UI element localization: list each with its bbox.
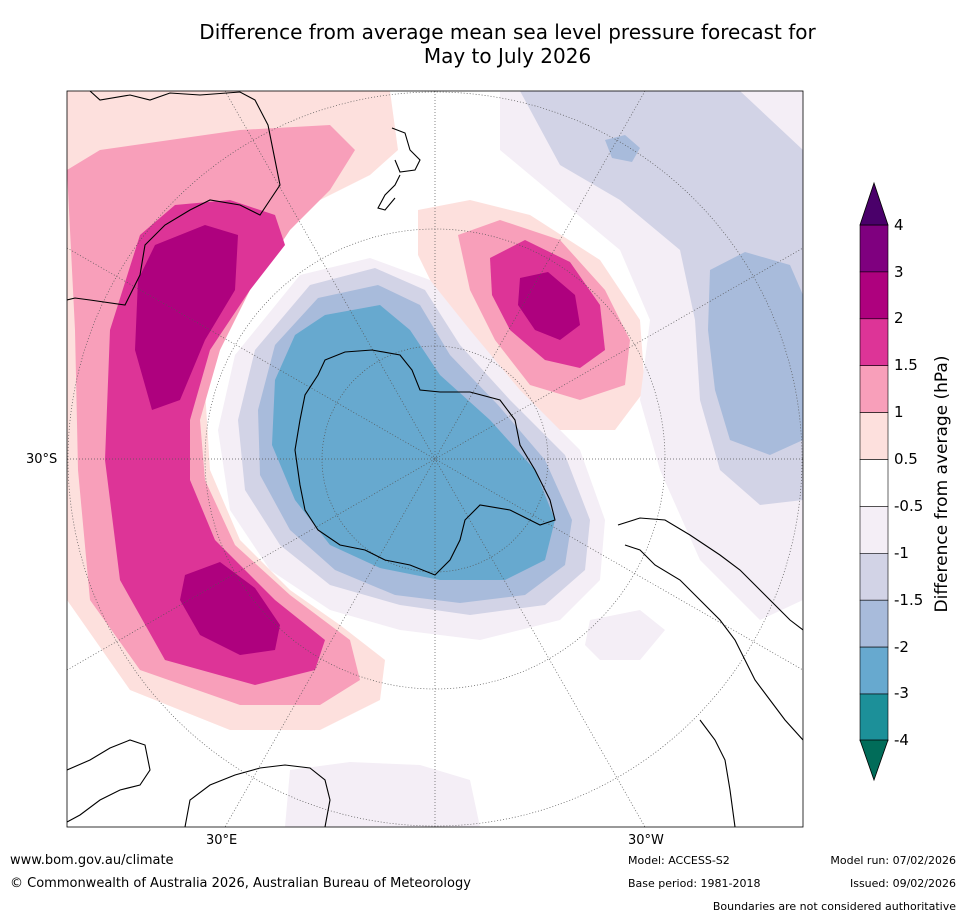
negative-anomaly-east <box>285 91 803 827</box>
colorbar-min-arrow <box>859 739 889 782</box>
title-line-2: May to July 2026 <box>423 44 592 68</box>
cbar-tick: -0.5 <box>894 497 924 515</box>
africa-coastline <box>67 739 331 827</box>
cbar-tick: -1 <box>894 544 909 562</box>
cbar-tick: 1 <box>894 403 904 421</box>
colorbar-segments <box>859 224 889 742</box>
cbar-tick: 0.5 <box>894 450 918 468</box>
colorbar-segment <box>859 459 889 507</box>
colorbar-segment <box>859 271 889 320</box>
colorbar-title: Difference from average (hPa) <box>932 355 952 613</box>
lon-label-30w: 30°W <box>628 833 664 848</box>
graticule <box>67 91 803 827</box>
colorbar-max-arrow <box>859 181 889 226</box>
cbar-tick: 3 <box>894 263 904 281</box>
colorbar-segment <box>859 599 889 648</box>
map-frame <box>66 90 804 828</box>
colorbar <box>859 181 889 782</box>
footer-base-period: Base period: 1981-2018 <box>628 877 761 890</box>
cbar-tick: 4 <box>894 216 904 234</box>
south-america-coastline <box>617 517 803 827</box>
footer-url[interactable]: www.bom.gov.au/climate <box>10 853 174 868</box>
cbar-tick: -4 <box>894 731 909 749</box>
cbar-tick: -3 <box>894 684 909 702</box>
coastlines <box>67 91 803 827</box>
map-area <box>67 91 803 827</box>
colorbar-segment <box>859 224 889 273</box>
negative-anomaly-antarctic <box>218 258 605 640</box>
colorbar-segment <box>859 646 889 695</box>
colorbar-segment <box>859 365 889 413</box>
colorbar-segment <box>859 552 889 601</box>
positive-anomaly-pacific <box>418 200 645 430</box>
footer-issued: Issued: 09/02/2026 <box>849 877 956 890</box>
cbar-tick: -2 <box>894 638 909 656</box>
lat-label-30s: 30°S <box>26 452 58 467</box>
colorbar-segment <box>859 318 889 366</box>
chart-title: Difference from average mean sea level p… <box>0 20 965 68</box>
new-zealand-coastline <box>377 127 421 211</box>
cbar-tick: -1.5 <box>894 591 924 609</box>
cbar-tick: 2 <box>894 309 904 327</box>
title-line-1: Difference from average mean sea level p… <box>199 20 816 44</box>
positive-anomaly-band-west <box>67 91 398 730</box>
cbar-tick: 1.5 <box>894 356 918 374</box>
lon-label-30e: 30°E <box>206 833 238 848</box>
colorbar-segment <box>859 412 889 460</box>
colorbar-segment <box>859 693 889 742</box>
australia-coastline <box>67 91 281 306</box>
footer-model: Model: ACCESS-S2 <box>628 854 730 867</box>
footer-model-run: Model run: 07/02/2026 <box>830 854 956 867</box>
footer-copyright: © Commonwealth of Australia 2026, Austra… <box>10 876 471 891</box>
antarctica-coastline <box>294 349 556 576</box>
colorbar-segment <box>859 506 889 554</box>
footer-disclaimer: Boundaries are not considered authoritat… <box>712 900 956 913</box>
